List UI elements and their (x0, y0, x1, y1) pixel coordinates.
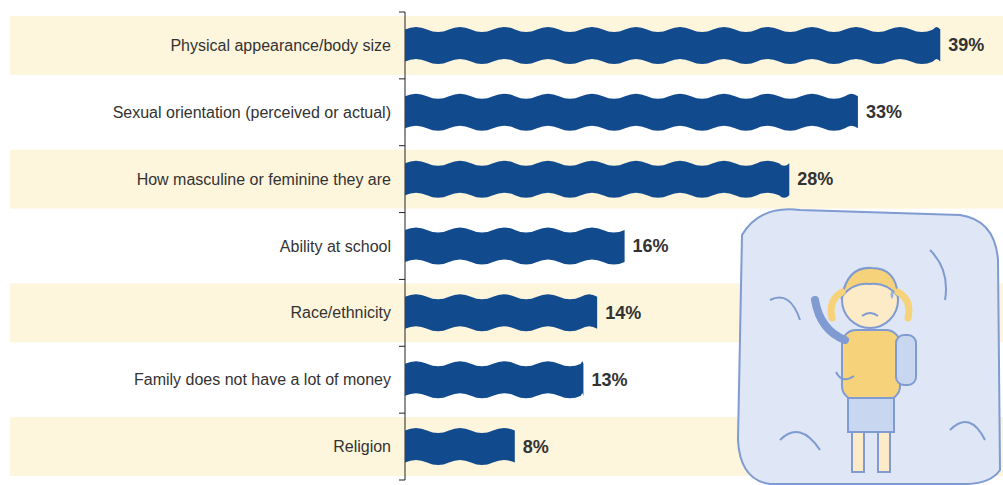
category-separator (399, 413, 405, 414)
illustration-hair (842, 268, 898, 296)
illustration-swirl (836, 372, 854, 379)
category-label: Race/ethnicity (291, 304, 392, 321)
illustration-stone (738, 209, 1000, 484)
bars (405, 27, 940, 465)
category-label: Family does not have a lot of money (134, 371, 391, 388)
illustration-bag (896, 335, 916, 385)
category-label: Sexual orientation (perceived or actual) (113, 104, 391, 121)
category-separator (399, 480, 405, 481)
bar (405, 428, 515, 465)
illustration-mouth (862, 313, 878, 316)
row-stripe (10, 150, 1003, 209)
category-label: Religion (333, 438, 391, 455)
category-separator (399, 12, 405, 13)
bar (405, 27, 940, 64)
category-label: Physical appearance/body size (170, 37, 391, 54)
category-separator (399, 78, 405, 79)
data-label: 39% (948, 35, 984, 55)
bar (405, 94, 858, 131)
bar (405, 161, 789, 198)
illustration (738, 209, 1000, 484)
bar (405, 361, 583, 398)
data-label: 14% (605, 303, 641, 323)
bar (405, 228, 625, 265)
data-label: 28% (797, 169, 833, 189)
illustration-shorts (848, 398, 894, 432)
row-stripe (10, 16, 1003, 75)
labels: Physical appearance/body size 39% Sexual o… (113, 35, 985, 456)
data-label: 8% (523, 437, 549, 457)
data-label: 13% (591, 370, 627, 390)
bar (405, 294, 597, 331)
category-label: Ability at school (280, 238, 391, 255)
illustration-leg (852, 432, 864, 472)
illustration-pigtails (831, 292, 909, 318)
illustration-lines (770, 250, 985, 450)
category-separator (399, 212, 405, 213)
category-separator (399, 145, 405, 146)
illustration-drop (891, 290, 894, 299)
category-separator (399, 279, 405, 280)
chart: Physical appearance/body size 39% Sexual o… (0, 0, 1003, 485)
category-separator (399, 346, 405, 347)
data-label: 16% (633, 236, 669, 256)
illustration-leg (878, 432, 890, 472)
category-label: How masculine or feminine they are (137, 171, 391, 188)
data-label: 33% (866, 102, 902, 122)
illustration-body (842, 330, 900, 400)
